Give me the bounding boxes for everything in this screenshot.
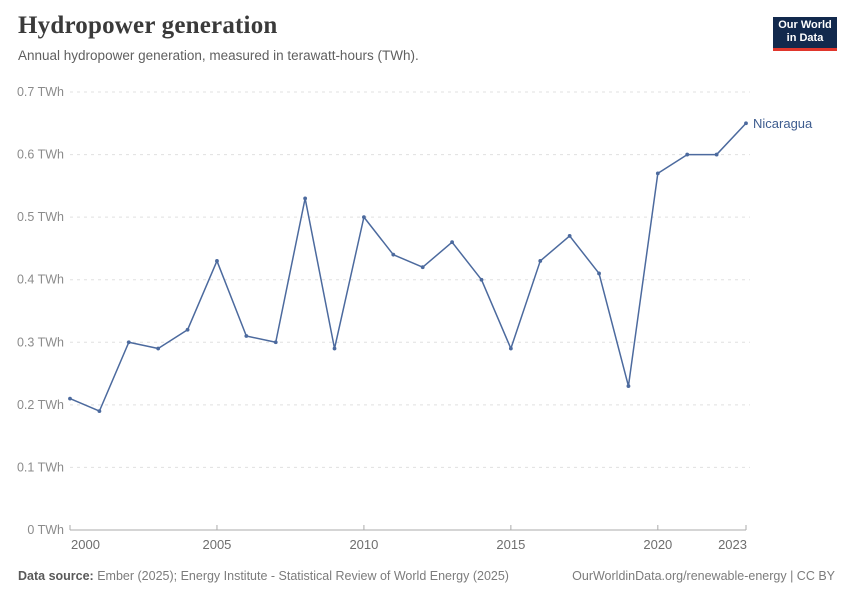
y-tick-label: 0.2 TWh — [17, 398, 64, 412]
chart-footer: Data source: Ember (2025); Energy Instit… — [18, 569, 835, 583]
x-tick-label: 2015 — [496, 537, 525, 552]
owid-logo-line1: Our World — [778, 19, 832, 32]
data-point — [273, 340, 278, 345]
owid-logo-line2: in Data — [786, 32, 824, 45]
data-point — [391, 252, 396, 257]
y-tick-label: 0.6 TWh — [17, 148, 64, 162]
data-point — [97, 409, 102, 414]
series-end-label[interactable]: Nicaragua — [753, 116, 813, 131]
data-point — [362, 215, 366, 220]
x-tick-label: 2000 — [71, 537, 100, 552]
owid-logo-stripe — [773, 47, 837, 51]
data-point — [479, 277, 484, 282]
chart-subtitle: Annual hydropower generation, measured i… — [18, 48, 419, 63]
data-point — [185, 327, 190, 332]
data-point — [508, 346, 513, 351]
data-point — [420, 265, 425, 270]
y-tick-label: 0.3 TWh — [17, 335, 64, 349]
data-point — [332, 346, 337, 351]
data-point — [655, 171, 660, 176]
x-tick-label: 2010 — [349, 537, 378, 552]
x-tick-label: 2005 — [202, 537, 231, 552]
data-point — [450, 240, 454, 245]
y-tick-label: 0.7 TWh — [17, 85, 64, 99]
data-source-text: Ember (2025); Energy Institute - Statist… — [93, 569, 509, 583]
data-point — [68, 396, 72, 401]
data-source-label: Data source: — [18, 569, 94, 583]
data-point — [215, 259, 219, 263]
data-point — [156, 346, 161, 351]
y-tick-label: 0.5 TWh — [17, 210, 64, 224]
license-link[interactable]: OurWorldinData.org/renewable-energy | CC… — [572, 569, 835, 583]
owid-logo[interactable]: Our World in Data — [773, 17, 837, 51]
data-point — [626, 384, 631, 388]
series-nicaragua[interactable]: Nicaragua — [68, 116, 813, 414]
data-point — [538, 259, 543, 263]
data-point — [244, 334, 249, 338]
x-tick-label: 2020 — [643, 537, 672, 552]
y-tick-label: 0.4 TWh — [17, 273, 64, 287]
x-tick-label: 2023 — [718, 537, 747, 552]
data-source: Data source: Ember (2025); Energy Instit… — [18, 569, 509, 583]
data-point — [744, 121, 748, 126]
data-point — [685, 152, 690, 157]
data-point — [303, 196, 308, 201]
data-point — [714, 152, 719, 157]
page-title: Hydropower generation — [18, 12, 278, 39]
y-tick-label: 0 TWh — [27, 523, 64, 537]
data-point — [126, 340, 131, 345]
y-tick-label: 0.1 TWh — [17, 460, 64, 474]
chart-header: Hydropower generation Annual hydropower … — [18, 12, 758, 63]
series-line — [69, 122, 747, 412]
data-point — [567, 234, 572, 238]
data-point — [597, 271, 601, 276]
